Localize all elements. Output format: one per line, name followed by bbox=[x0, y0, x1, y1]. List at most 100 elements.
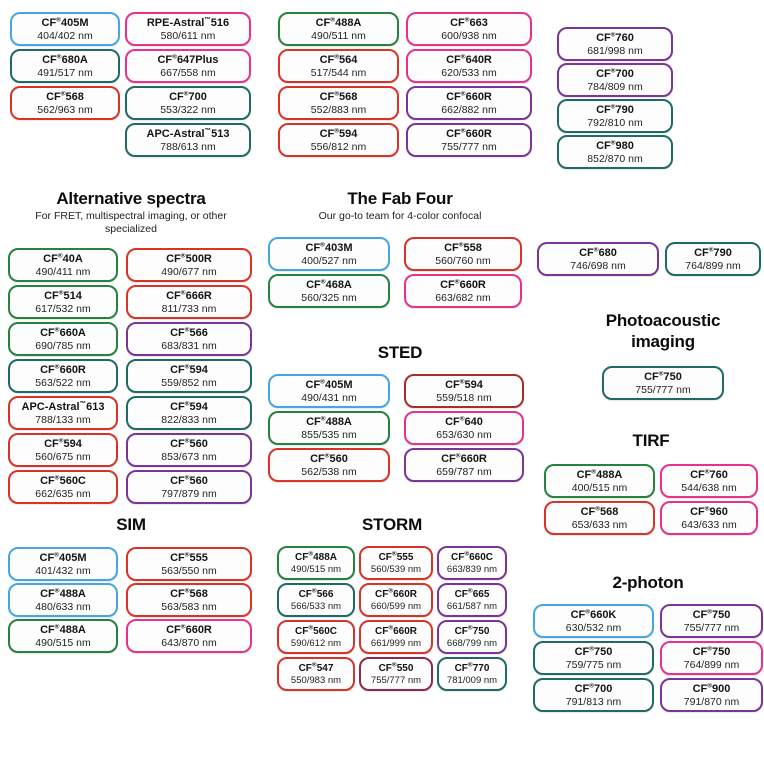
dye-name: CF®555 bbox=[378, 550, 414, 563]
dye-excitation-emission: 788/133 nm bbox=[35, 413, 91, 426]
dye-badge: CF®488A 400/515 nm bbox=[544, 464, 655, 498]
dye-excitation-emission: 662/882 nm bbox=[441, 103, 497, 116]
dye-excitation-emission: 490/515 nm bbox=[290, 563, 342, 575]
dye-name: CF®660R bbox=[40, 362, 86, 376]
dye-name: CF®750 bbox=[454, 624, 490, 637]
dye-excitation-emission: 560/325 nm bbox=[301, 291, 357, 304]
dye-name: CF®647Plus bbox=[157, 52, 219, 66]
badge-list: CF®750 755/777 nm bbox=[602, 366, 724, 400]
dye-name: CF®568 bbox=[580, 504, 619, 518]
dye-name: CF®405M bbox=[305, 377, 353, 391]
dye-excitation-emission: 788/613 nm bbox=[160, 140, 216, 153]
dye-name: CF®960 bbox=[690, 504, 728, 518]
dye-name: CF®514 bbox=[44, 288, 82, 302]
dye-badge: CF®488A 855/535 nm bbox=[268, 411, 390, 445]
dye-badge: CF®555 563/550 nm bbox=[126, 547, 252, 581]
dye-excitation-emission: 690/785 nm bbox=[35, 339, 91, 352]
dye-badge: CF®405M 490/431 nm bbox=[268, 374, 390, 408]
dye-badge: CF®660A 690/785 nm bbox=[8, 322, 118, 356]
dye-excitation-emission: 660/599 nm bbox=[370, 600, 422, 612]
dye-excitation-emission: 764/899 nm bbox=[685, 259, 741, 272]
dye-name: CF®640 bbox=[445, 414, 483, 428]
section-title: SIM bbox=[116, 515, 146, 534]
dye-name: CF®666R bbox=[166, 288, 212, 302]
dye-badge: CF®750 755/777 nm bbox=[602, 366, 724, 400]
dye-excitation-emission: 480/633 nm bbox=[35, 600, 91, 613]
dye-badge: CF®488A 490/511 nm bbox=[278, 12, 399, 46]
badge-list: CF®488A 400/515 nm CF®760 544/638 nm CF®568 6… bbox=[544, 464, 758, 535]
dye-excitation-emission: 643/870 nm bbox=[161, 636, 217, 649]
badge-list: CF®403M 400/527 nm CF®558 560/760 nm CF®468A… bbox=[268, 237, 532, 308]
dye-excitation-emission: 755/777 nm bbox=[441, 140, 497, 153]
dye-name: CF®750 bbox=[692, 607, 731, 621]
dye-excitation-emission: 852/870 nm bbox=[587, 152, 643, 165]
dye-badge: CF®594 556/812 nm bbox=[278, 123, 399, 157]
dye-excitation-emission: 556/812 nm bbox=[310, 140, 367, 153]
dye-badge: CF®488A 480/633 nm bbox=[8, 583, 118, 617]
dye-excitation-emission: 559/852 nm bbox=[161, 376, 217, 389]
dye-name: CF®660A bbox=[40, 325, 86, 339]
dye-name: CF®560 bbox=[170, 473, 208, 487]
dye-name: CF®566 bbox=[298, 587, 334, 600]
dye-badge: CF®750 668/799 nm bbox=[437, 620, 507, 654]
dye-badge: CF®568 562/963 nm bbox=[10, 86, 120, 120]
dye-badge: CF®640R 620/533 nm bbox=[406, 49, 532, 83]
section-tirf: TIRF CF®488A 400/515 nm CF®760 544/638 nm CF… bbox=[544, 430, 758, 535]
dye-excitation-emission: 663/682 nm bbox=[435, 291, 491, 304]
dye-name: CF®750 bbox=[574, 644, 613, 658]
dye-badge: CF®558 560/760 nm bbox=[404, 237, 522, 271]
top-left-column-b: RPE-Astral™516 580/611 nm CF®647Plus 667/55… bbox=[125, 12, 251, 157]
dye-excitation-emission: 563/522 nm bbox=[35, 376, 91, 389]
dye-name: CF®488A bbox=[40, 622, 86, 636]
dye-name: CF®680 bbox=[579, 245, 617, 259]
dye-excitation-emission: 580/611 nm bbox=[160, 29, 216, 42]
dye-badge: CF®550 755/777 nm bbox=[359, 657, 433, 691]
dye-name: CF®660K bbox=[570, 607, 617, 621]
dye-excitation-emission: 544/638 nm bbox=[681, 481, 737, 494]
dye-badge: CF®488A 490/515 nm bbox=[277, 546, 355, 580]
section-title: TIRF bbox=[632, 431, 670, 450]
dye-name: CF®488A bbox=[294, 550, 338, 563]
dye-excitation-emission: 400/515 nm bbox=[571, 481, 628, 494]
dye-badge: CF®750 764/899 nm bbox=[660, 641, 763, 675]
dye-excitation-emission: 590/612 nm bbox=[290, 637, 342, 649]
dye-badge: CF®700 791/813 nm bbox=[533, 678, 654, 712]
dye-name: CF®488A bbox=[576, 467, 623, 481]
dye-badge: APC-Astral™513 788/613 nm bbox=[125, 123, 251, 157]
dye-badge: CF®700 784/809 nm bbox=[557, 63, 673, 97]
dye-excitation-emission: 653/630 nm bbox=[436, 428, 492, 441]
section-title: 2-photon bbox=[612, 573, 684, 592]
dye-name: CF®500R bbox=[166, 251, 212, 265]
dye-badge: CF®760 681/998 nm bbox=[557, 27, 673, 61]
dye-excitation-emission: 553/322 nm bbox=[160, 103, 216, 116]
dye-name: CF®594 bbox=[44, 436, 82, 450]
right-middle-row: CF®680 746/698 nm CF®790 764/899 nm bbox=[537, 242, 761, 276]
dye-name: CF®568 bbox=[170, 586, 208, 600]
dye-excitation-emission: 560/760 nm bbox=[435, 254, 491, 267]
dye-name: CF®665 bbox=[454, 587, 490, 600]
dye-excitation-emission: 681/998 nm bbox=[587, 44, 643, 57]
dye-badge: CF®750 759/775 nm bbox=[533, 641, 654, 675]
dye-excitation-emission: 490/511 nm bbox=[311, 29, 366, 42]
dye-excitation-emission: 620/533 nm bbox=[441, 66, 497, 79]
dye-badge: CF®980 852/870 nm bbox=[557, 135, 673, 169]
dye-excitation-emission: 659/787 nm bbox=[436, 465, 492, 478]
dye-excitation-emission: 643/633 nm bbox=[681, 518, 737, 531]
dye-badge: CF®770 781/009 nm bbox=[437, 657, 507, 691]
dye-badge: CF®594 559/518 nm bbox=[404, 374, 524, 408]
dye-excitation-emission: 563/550 nm bbox=[161, 564, 217, 577]
badge-list: CF®405M 404/402 nm CF®680A 491/517 nm CF®568… bbox=[10, 12, 120, 120]
dye-name: APC-Astral™613 bbox=[21, 399, 105, 413]
dye-badge: CF®405M 401/432 nm bbox=[8, 547, 118, 581]
dye-badge: CF®560 853/673 nm bbox=[126, 433, 252, 467]
dye-name: APC-Astral™513 bbox=[146, 126, 230, 140]
dye-excitation-emission: 404/402 nm bbox=[37, 29, 93, 42]
dye-name: CF®770 bbox=[454, 661, 490, 674]
dye-excitation-emission: 663/839 nm bbox=[446, 563, 498, 575]
dye-badge: CF®680A 491/517 nm bbox=[10, 49, 120, 83]
dye-excitation-emission: 562/538 nm bbox=[301, 465, 357, 478]
badge-list: CF®680 746/698 nm CF®790 764/899 nm bbox=[537, 242, 761, 276]
dye-excitation-emission: 797/879 nm bbox=[161, 487, 217, 500]
dye-name: CF®403M bbox=[305, 240, 353, 254]
dye-name: CF®405M bbox=[41, 15, 89, 29]
